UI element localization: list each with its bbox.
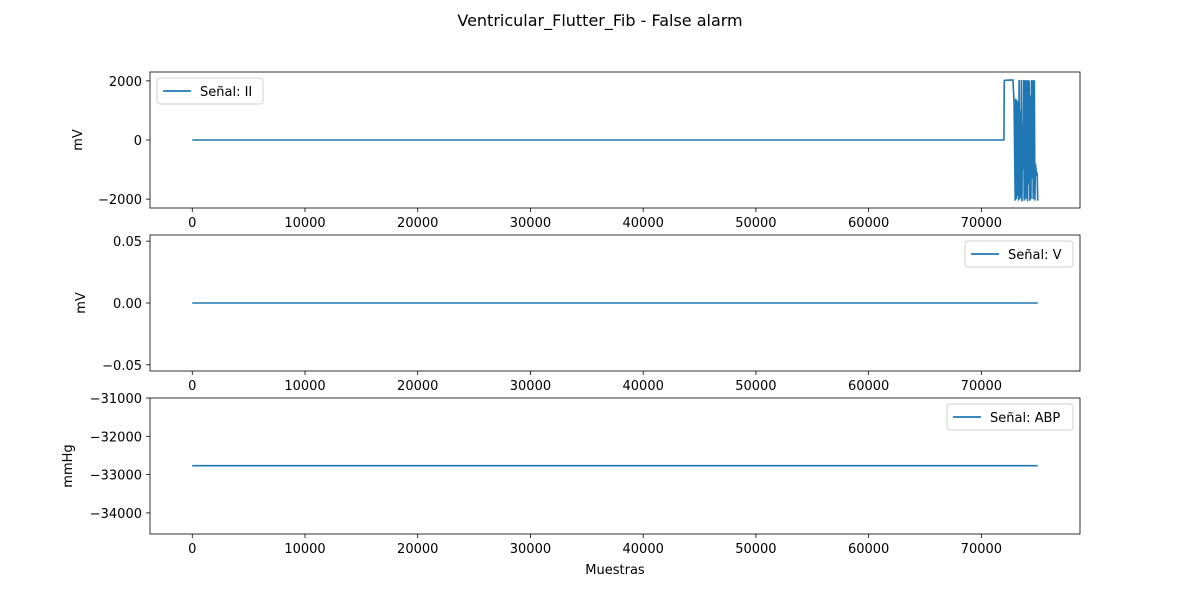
panel-2-x-tick-label: 10000 xyxy=(284,379,325,394)
panel-2-x-tick-label: 40000 xyxy=(623,379,664,394)
panel-3-x-tick-label: 30000 xyxy=(510,542,551,557)
panel-1-y-axis-label: mV xyxy=(71,129,86,151)
panel-1-x-tick-label: 0 xyxy=(188,216,196,231)
panel-2-y-tick-label: 0.05 xyxy=(113,235,142,250)
panel-1-x-tick-label: 20000 xyxy=(397,216,438,231)
panel-1-series-line xyxy=(192,79,1039,202)
panel-3-y-tick-label: −31000 xyxy=(90,392,142,407)
panel-1-x-tick-label: 10000 xyxy=(284,216,325,231)
panel-2-y-tick-label: −0.05 xyxy=(102,359,142,374)
panel-2-legend-box xyxy=(964,240,1074,268)
panel-2-y-tick-label: 0.00 xyxy=(113,297,142,312)
panel-1-y-tick-label: 2000 xyxy=(109,75,142,90)
panel-2-axes-frame xyxy=(149,234,1081,372)
panel-2-legend-label: Señal: V xyxy=(1008,248,1062,263)
panel-3-x-tick-label: 70000 xyxy=(961,542,1002,557)
panel-3-x-tick-label: 50000 xyxy=(735,542,776,557)
panel-1-x-tick-label: 60000 xyxy=(848,216,889,231)
panel-3-x-axis-label: Muestras xyxy=(585,563,645,578)
panel-2-x-tick-label: 50000 xyxy=(735,379,776,394)
panel-1-legend-label: Señal: II xyxy=(200,85,252,100)
panel-1-x-tick-label: 40000 xyxy=(623,216,664,231)
panel-3-y-tick-label: −33000 xyxy=(90,469,142,484)
panel-3-legend-box xyxy=(946,403,1074,431)
panel-1-x-tick-label: 50000 xyxy=(735,216,776,231)
panel-2-x-tick-label: 20000 xyxy=(397,379,438,394)
panel-3-y-axis-label: mmHg xyxy=(61,444,76,487)
panel-3-x-tick-label: 0 xyxy=(188,542,196,557)
panel-2-x-tick-label: 30000 xyxy=(510,379,551,394)
panel-2-x-tick-label: 0 xyxy=(188,379,196,394)
panel-3-x-tick-label: 10000 xyxy=(284,542,325,557)
panel-3-x-tick-label: 40000 xyxy=(623,542,664,557)
panel-1-axes-frame xyxy=(149,71,1081,209)
panel-2-x-tick-label: 70000 xyxy=(961,379,1002,394)
panel-3-legend-label: Señal: ABP xyxy=(990,411,1060,426)
panel-3-x-tick-label: 20000 xyxy=(397,542,438,557)
panel-1-x-tick-label: 70000 xyxy=(961,216,1002,231)
figure-title: Ventricular_Flutter_Fib - False alarm xyxy=(457,11,742,31)
panel-1-y-tick-label: 0 xyxy=(134,134,142,149)
panel-1-y-tick-label: −2000 xyxy=(98,193,142,208)
panel-1-legend-box xyxy=(156,77,264,105)
panel-1-x-tick-label: 30000 xyxy=(510,216,551,231)
panel-2-x-tick-label: 60000 xyxy=(848,379,889,394)
panel-3-axes-frame xyxy=(149,397,1081,535)
panel-2-y-axis-label: mV xyxy=(74,292,89,314)
panel-3-y-tick-label: −34000 xyxy=(90,507,142,522)
panel-3-y-tick-label: −32000 xyxy=(90,430,142,445)
panel-3-x-tick-label: 60000 xyxy=(848,542,889,557)
